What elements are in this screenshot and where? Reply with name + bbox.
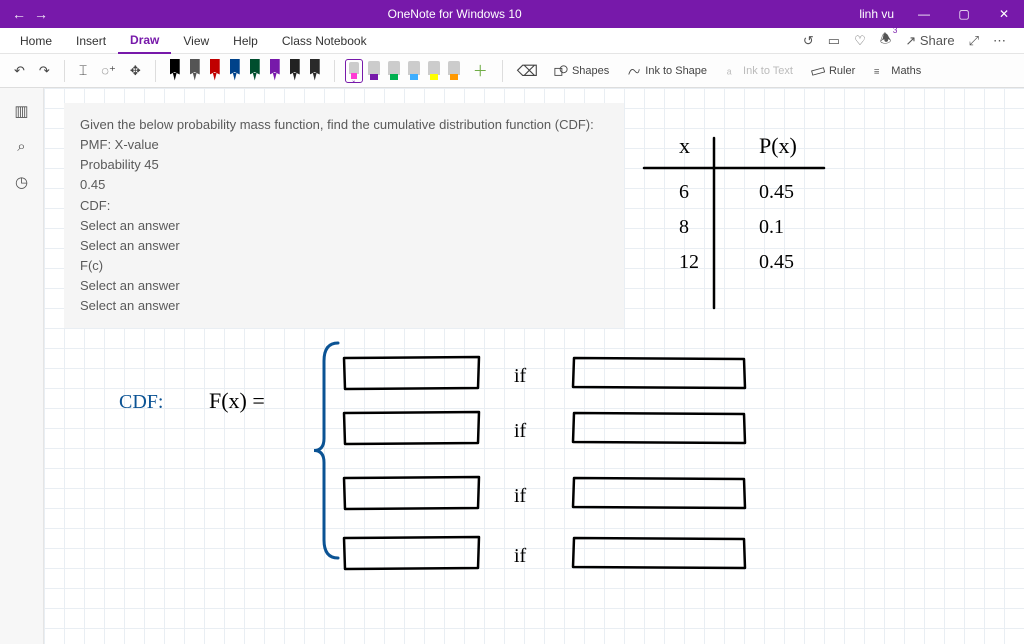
question-line: PMF: X-value: [80, 135, 608, 155]
app-title: OneNote for Windows 10: [60, 7, 849, 21]
lasso-icon[interactable]: ◌⁺: [97, 61, 120, 81]
undo-button[interactable]: ↶: [10, 61, 29, 81]
pan-icon[interactable]: ✥: [126, 61, 145, 81]
titlebar: ← → OneNote for Windows 10 linh vu — ▢ ✕: [0, 0, 1024, 28]
ink-to-shape-button[interactable]: Ink to Shape: [621, 62, 713, 80]
more-icon[interactable]: ⋯: [993, 33, 1006, 49]
eraser-icon[interactable]: ⌫: [513, 60, 542, 82]
share-button[interactable]: ↗ Share: [905, 33, 954, 49]
question-line: Select an answer: [80, 216, 608, 236]
maths-button[interactable]: ≡ Maths: [867, 62, 927, 80]
shapes-button[interactable]: Shapes: [548, 62, 615, 80]
maximize-button[interactable]: ▢: [944, 7, 984, 21]
highlighter-0[interactable]: ⌄: [345, 59, 363, 83]
add-pen-button[interactable]: ＋: [469, 58, 492, 83]
pen-4[interactable]: [246, 59, 264, 83]
back-icon[interactable]: ←: [12, 6, 26, 22]
notification-icon[interactable]: 🕭3: [880, 30, 892, 52]
highlighter-2[interactable]: [385, 59, 403, 83]
ribbon-tabs: HomeInsertDrawViewHelpClass Notebook ↺ ▭…: [0, 28, 1024, 54]
svg-text:if: if: [514, 420, 527, 442]
ruler-button[interactable]: Ruler: [805, 62, 861, 80]
minimize-button[interactable]: —: [904, 7, 944, 21]
question-line: Select an answer: [80, 236, 608, 256]
question-line: Select an answer: [80, 276, 608, 296]
pen-6[interactable]: [286, 59, 304, 83]
tab-draw[interactable]: Draw: [118, 28, 171, 54]
highlighter-1[interactable]: [365, 59, 383, 83]
lightbulb-icon[interactable]: ♡: [854, 33, 866, 49]
question-line: Probability 45: [80, 155, 608, 175]
tab-class-notebook[interactable]: Class Notebook: [270, 28, 379, 54]
highlighter-4[interactable]: [425, 59, 443, 83]
svg-text:P(x): P(x): [759, 133, 797, 158]
text-select-icon[interactable]: ⌶: [75, 60, 91, 81]
svg-text:0.1: 0.1: [759, 216, 784, 238]
svg-text:12: 12: [679, 251, 699, 273]
recent-icon[interactable]: ◷: [15, 173, 28, 191]
svg-text:≡: ≡: [874, 66, 880, 77]
notebooks-icon[interactable]: ▥: [14, 102, 28, 120]
ink-to-text-button: a Ink to Text: [719, 62, 799, 80]
svg-text:8: 8: [679, 216, 689, 238]
pen-2[interactable]: [206, 59, 224, 83]
question-line: Given the below probability mass functio…: [80, 115, 608, 135]
sync-icon[interactable]: ↺: [803, 33, 814, 49]
tab-home[interactable]: Home: [8, 28, 64, 54]
question-block: Given the below probability mass functio…: [64, 103, 624, 328]
svg-text:F(x) =: F(x) =: [209, 388, 265, 413]
question-line: 0.45: [80, 175, 608, 195]
svg-text:6: 6: [679, 181, 689, 203]
forward-icon[interactable]: →: [34, 6, 48, 22]
fullpage-icon[interactable]: ▭: [828, 33, 840, 49]
pen-7[interactable]: [306, 59, 324, 83]
page-canvas[interactable]: Given the below probability mass functio…: [44, 88, 1024, 644]
svg-text:0.45: 0.45: [759, 251, 794, 273]
tab-help[interactable]: Help: [221, 28, 270, 54]
draw-toolbar: ↶ ↷ ⌶ ◌⁺ ✥ ⌄ ＋ ⌫ Shapes Ink to Shape a I…: [0, 54, 1024, 88]
svg-text:x: x: [679, 133, 690, 158]
tab-insert[interactable]: Insert: [64, 28, 118, 54]
svg-text:0.45: 0.45: [759, 181, 794, 203]
pen-1[interactable]: [186, 59, 204, 83]
close-button[interactable]: ✕: [984, 7, 1024, 21]
left-sidebar: ▥ ⌕ ◷: [0, 88, 44, 644]
svg-text:a: a: [727, 66, 732, 76]
question-line: Select an answer: [80, 296, 608, 316]
search-icon[interactable]: ⌕: [17, 138, 25, 155]
user-name[interactable]: linh vu: [849, 7, 904, 21]
svg-text:if: if: [514, 365, 527, 387]
pen-0[interactable]: [166, 59, 184, 83]
highlighter-5[interactable]: [445, 59, 463, 83]
pen-3[interactable]: [226, 59, 244, 83]
highlighter-3[interactable]: [405, 59, 423, 83]
svg-text:if: if: [514, 485, 527, 507]
tab-view[interactable]: View: [171, 28, 221, 54]
svg-text:CDF:: CDF:: [119, 391, 163, 413]
question-line: CDF:: [80, 196, 608, 216]
question-line: F(c): [80, 256, 608, 276]
fullscreen-icon[interactable]: ⤢: [969, 33, 979, 49]
svg-text:if: if: [514, 545, 527, 567]
pen-5[interactable]: [266, 59, 284, 83]
redo-button[interactable]: ↷: [35, 61, 54, 81]
